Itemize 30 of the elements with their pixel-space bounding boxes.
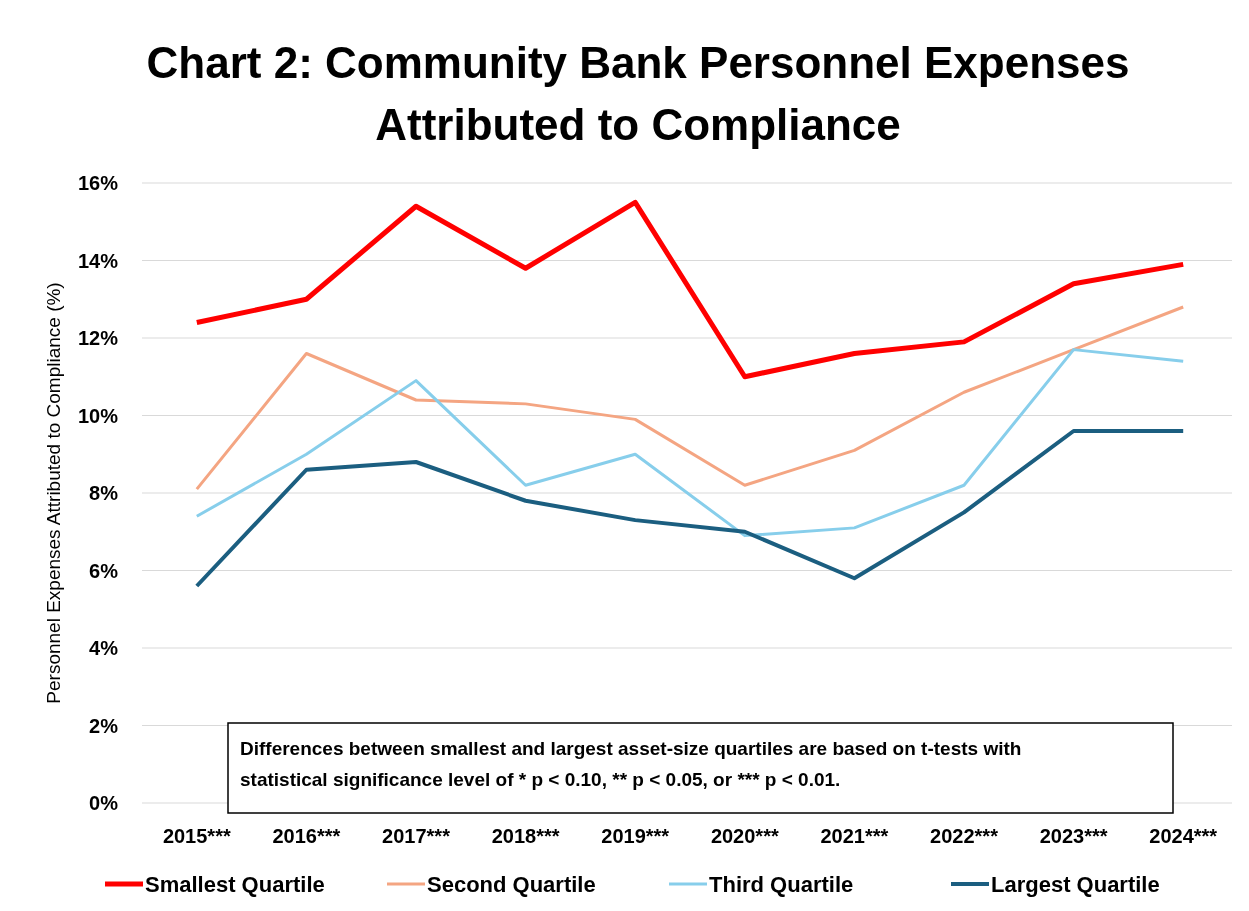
- x-tick-label: 2017***: [382, 825, 451, 847]
- legend-label: Smallest Quartile: [145, 872, 325, 897]
- chart-title: Chart 2: Community Bank Personnel Expenses Attributed to Compliance: [146, 38, 1130, 149]
- x-tick-label: 2022***: [930, 825, 999, 847]
- line-series: [195, 348, 1185, 538]
- legend-label: Largest Quartile: [991, 872, 1160, 897]
- note-box: Differences between smallest and largest asset-size quartiles are based on t-tests with statistical significance level of * p < 0.10, ** p < 0.05, or *** p < 0.01.: [227, 722, 1174, 814]
- x-tick-label: 2024***: [1149, 825, 1218, 847]
- y-axis-title: Personnel Expenses Attributed to Compliance (%): [43, 282, 64, 704]
- x-tick-label: 2018***: [491, 825, 560, 847]
- y-tick-label: 12%: [77, 327, 119, 349]
- x-tick-label: 2023***: [1039, 825, 1108, 847]
- y-tick-label: 0%: [89, 792, 119, 814]
- x-tick-label: 2020***: [710, 825, 779, 847]
- legend-label: Second Quartile: [427, 872, 596, 897]
- x-tick-label: 2021***: [820, 825, 889, 847]
- legend-label: Third Quartile: [709, 872, 854, 897]
- y-tick-label: 8%: [89, 482, 119, 504]
- x-tick-label: 2016***: [272, 825, 341, 847]
- line-series: [194, 429, 1186, 588]
- x-tick-label: 2019***: [601, 825, 670, 847]
- x-tick-label: 2015***: [162, 825, 231, 847]
- y-tick-label: 6%: [89, 559, 119, 582]
- y-tick-label: 10%: [77, 404, 119, 427]
- annotation: Differences between smallest and largest asset-size quartiles are based on t-tests with statistical significance level of * p < 0.10, ** p < 0.05, or *** p < 0.01.: [240, 738, 1022, 790]
- line-series: [195, 305, 1185, 491]
- y-tick-label: 16%: [77, 172, 119, 194]
- y-tick-label: 14%: [77, 249, 119, 272]
- y-tick-label: 4%: [89, 637, 119, 659]
- y-tick-label: 2%: [89, 714, 119, 737]
